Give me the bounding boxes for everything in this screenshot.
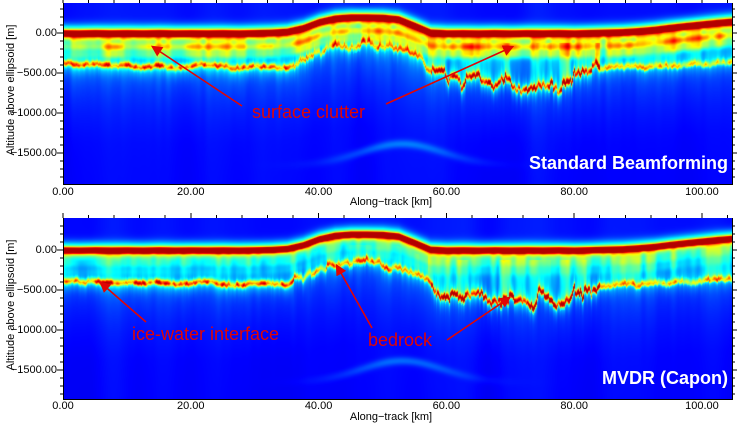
y-axis-label-top: Altitude above ellipsoid [m] [5,24,17,156]
x-tick-label: 80.00 [560,186,588,198]
y-tick-label: 0.00 [35,244,57,256]
x-tick-label: 60.00 [432,186,461,198]
x-tick-label: 0.00 [52,400,74,412]
x-tick-label: 100.00 [685,400,719,412]
x-tick-label: 0.00 [52,186,74,198]
x-tick-label: 20.00 [177,400,205,412]
panel-title-mvdr-capon: MVDR (Capon) [602,368,728,388]
annotation-bedrock: bedrock [368,330,433,350]
y-tick-label: 0.00 [35,27,57,39]
y-tick-label: −1000.00 [10,324,57,336]
y-tick-label: −1500.00 [10,147,57,159]
annotation-ice-water-interface: ice-water interface [132,324,280,344]
annotation-surface-clutter: surface clutter [252,102,366,122]
y-tick-label: −1000.00 [10,107,57,119]
x-tick-label: 100.00 [685,186,719,198]
x-tick-label: 40.00 [304,400,333,412]
x-tick-label: 40.00 [304,186,333,198]
x-axis-label-bottom: Along−track [km] [349,411,433,423]
y-axis-label-bottom: Altitude above ellipsoid [m] [5,239,17,371]
panel-title-standard-beamforming: Standard Beamforming [528,153,728,173]
echogram-mvdr-capon [63,218,733,400]
y-tick-label: −500.00 [16,67,57,79]
y-tick-label: −1500.00 [10,364,57,376]
x-tick-label: 20.00 [177,186,205,198]
y-tick-label: −500.00 [16,284,57,296]
x-tick-label: 60.00 [432,400,461,412]
x-tick-label: 80.00 [560,400,588,412]
x-axis-label-top: Along−track [km] [349,196,433,208]
